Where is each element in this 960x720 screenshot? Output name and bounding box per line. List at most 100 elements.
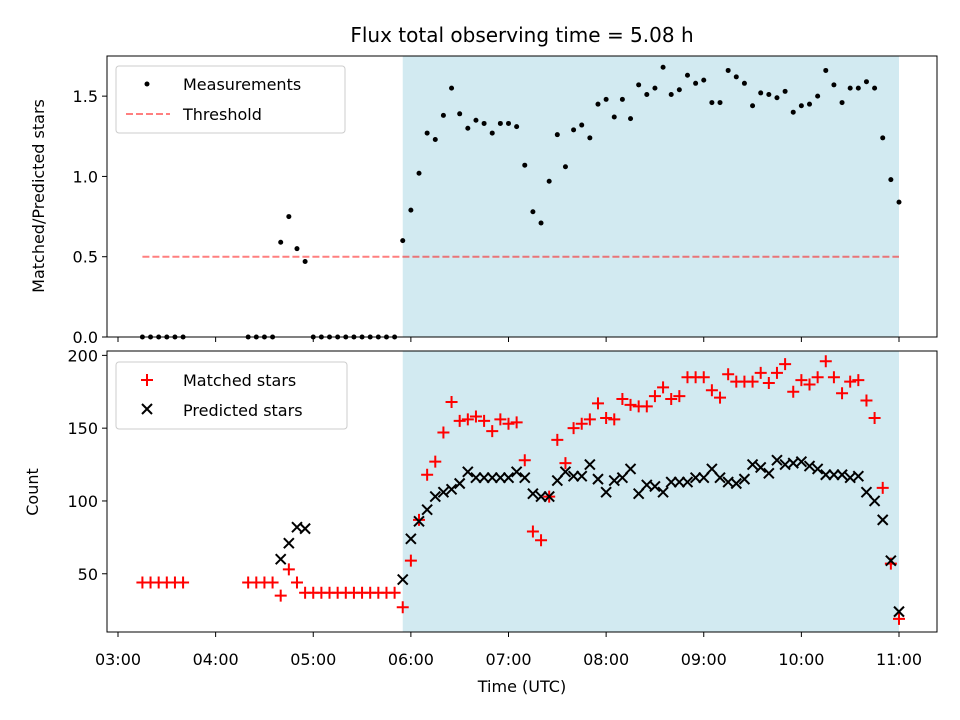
predicted-stars-point-62 [868,495,881,507]
legends: Measurements Threshold Matched stars Pre… [115,65,348,430]
matched-stars-point-24 [388,586,401,599]
top-legend-box [115,65,346,134]
measurements-point-81 [855,85,861,91]
measurements-point-71 [774,95,780,101]
matched-stars-point-80 [844,375,857,388]
measurements-point-11 [286,214,292,220]
legend-measurements-marker [144,81,150,87]
predicted-stars-point-11 [453,477,466,490]
matched-stars-point-55 [640,400,653,413]
predicted-stars-point-1 [283,537,295,549]
measurements-point-10 [278,239,284,245]
predicted-stars-point-48 [754,461,767,474]
predicted-stars-point-12 [462,466,474,478]
matched-stars-point-36 [486,425,499,438]
matched-stars-point-47 [575,417,588,430]
top-y-tick-label-1: 0.5 [73,248,98,267]
matched-stars-point-70 [762,377,775,390]
measurements-point-75 [807,101,813,107]
predicted-stars-point-0 [275,553,287,565]
matched-stars-point-81 [852,374,865,387]
matched-stars-point-25 [396,601,409,614]
predicted-stars-point-24 [559,466,572,478]
matched-stars-point-9 [266,576,279,589]
chart-title: Flux total observing time = 5.08 h [350,23,693,47]
measurements-point-13 [302,259,308,265]
predicted-stars-point-32 [624,463,637,475]
measurements-point-53 [628,116,634,122]
matched-stars-point-34 [469,410,482,423]
measurements-point-54 [636,82,642,88]
measurements-point-74 [798,103,804,109]
matched-stars-point-52 [616,393,629,406]
legend-matched-marker [141,374,153,386]
predicted-stars-point-47 [746,458,759,471]
measurements-point-38 [506,120,511,126]
predicted-stars-point-15 [486,471,498,484]
measurements-point-43 [546,178,552,184]
measurements-point-34 [473,117,479,123]
predicted-stars-point-36 [657,486,669,498]
matched-stars-point-45 [559,457,572,470]
measurements-point-52 [619,96,625,102]
matched-stars-point-63 [705,384,718,397]
measurements-point-37 [497,120,503,126]
matched-stars-point-42 [535,534,548,547]
bottom-axes-frame [106,350,938,633]
predicted-stars-point-4 [397,573,409,586]
matched-stars-point-75 [803,378,816,391]
measurements-point-79 [839,100,845,106]
x-axis-label: Time (UTC) [477,677,566,696]
measurements-point-47 [579,122,585,128]
x-tick-label-7: 10:00 [778,650,824,669]
matched-stars-point-39 [510,416,523,429]
matched-stars-point-68 [746,375,759,388]
measurements-point-67 [741,80,747,86]
matched-stars-point-53 [624,398,637,411]
measurements-point-12 [294,246,300,252]
predicted-stars-point-41 [698,471,710,484]
measurements-point-76 [815,93,821,99]
measurements-point-45 [562,164,568,170]
measurements-point-69 [758,90,764,96]
matched-stars-point-5 [177,576,190,589]
predicted-stars-point-31 [616,471,629,484]
predicted-stars-point-16 [494,471,507,484]
matched-stars-point-46 [567,422,580,435]
predicted-stars-point-26 [576,470,588,482]
measurements-point-66 [733,74,739,80]
measurements-point-85 [888,177,894,183]
predicted-stars-point-45 [730,477,742,490]
legend-predicted-label: Predicted stars [183,401,303,420]
matched-stars-point-51 [608,413,621,426]
matched-stars-point-11 [282,563,295,576]
measurements-point-68 [750,103,756,109]
matched-stars-point-30 [437,426,450,439]
matched-stars-point-49 [591,397,604,410]
matched-stars-point-38 [502,417,515,430]
predicted-stars-point-39 [681,476,694,488]
measurements-point-49 [595,101,601,107]
matched-stars-point-50 [600,411,613,424]
measurements-point-77 [823,67,829,73]
matched-stars-point-76 [811,371,824,384]
measurements-point-28 [424,130,430,136]
predicted-stars-point-43 [714,471,726,484]
matched-stars-point-74 [795,374,808,387]
measurements-point-40 [522,162,528,168]
measurements-point-73 [790,109,796,115]
matched-stars-point-58 [665,393,678,406]
matched-stars-point-71 [770,366,783,379]
bottom-y-tick-label-2: 150 [67,419,98,438]
predicted-stars-point-10 [445,483,458,496]
matched-stars-point-69 [754,366,767,379]
matched-stars-point-82 [860,394,873,407]
matched-stars-point-10 [274,589,287,602]
predicted-stars-point-55 [811,463,824,475]
bottom-y-tick-label-0: 50 [78,565,98,584]
matched-stars-point-26 [404,554,417,567]
matched-stars-point-78 [827,371,840,384]
measurements-point-80 [847,85,853,91]
measurements-point-46 [571,127,577,133]
predicted-stars-point-28 [592,473,604,485]
